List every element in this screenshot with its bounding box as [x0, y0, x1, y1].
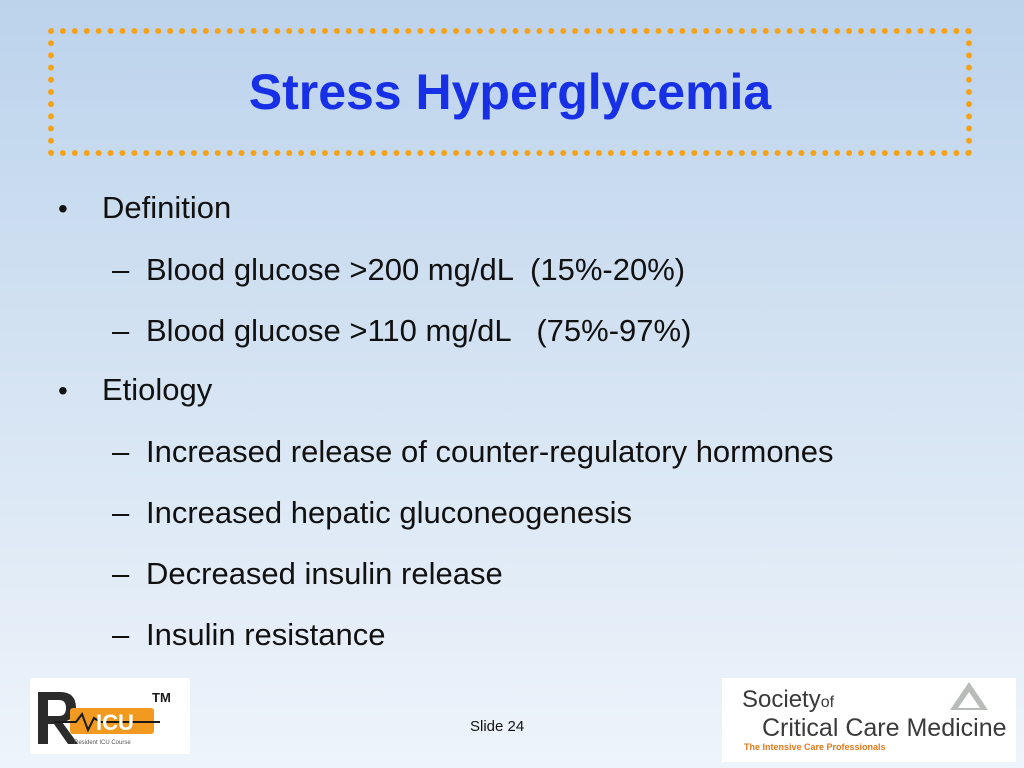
title-frame: Stress Hyperglycemia: [48, 28, 972, 156]
sccm-logo-of: of: [820, 694, 835, 711]
slide-footer: ICU TM Resident ICU Course Slide 24 Soci…: [0, 668, 1024, 768]
sccm-logo-line1: Societyof: [742, 686, 834, 714]
ricu-logo-text: ICU: [96, 710, 134, 735]
dash-marker: –: [112, 495, 130, 530]
ricu-logo-icon: ICU TM Resident ICU Course: [38, 690, 171, 746]
bullet-text: Etiology: [102, 372, 213, 407]
bullet-marker: •: [58, 193, 68, 224]
sccm-logo: Societyof Critical Care Medicine The Int…: [722, 678, 1016, 762]
sub-bullet-item: – Decreased insulin release: [56, 544, 986, 605]
ricu-logo-tagline: Resident ICU Course: [74, 740, 131, 746]
dash-marker: –: [112, 313, 130, 348]
sub-bullet-text: Blood glucose >110 mg/dL (75%-97%): [146, 313, 692, 348]
bullet-marker: •: [58, 375, 68, 406]
sccm-logo-line2: Critical Care Medicine: [762, 714, 1007, 742]
slide-title: Stress Hyperglycemia: [248, 64, 772, 120]
sccm-logo-tagline: The Intensive Care Professionals: [744, 742, 886, 752]
ricu-logo: ICU TM Resident ICU Course: [30, 678, 190, 754]
sub-bullet-item: – Increased hepatic gluconeogenesis: [56, 483, 986, 544]
sub-bullet-text: Increased release of counter-regulatory …: [146, 434, 834, 469]
ricu-logo-tm: TM: [152, 690, 171, 705]
sub-bullet-item: – Insulin resistance: [56, 605, 986, 666]
sub-bullet-item: – Blood glucose >110 mg/dL (75%-97%): [56, 301, 986, 362]
bullet-text: Definition: [102, 190, 232, 225]
sub-bullet-item: – Blood glucose >200 mg/dL (15%-20%): [56, 240, 986, 301]
dash-marker: –: [112, 617, 130, 652]
sub-bullet-item: – Increased release of counter-regulator…: [56, 422, 986, 483]
sub-bullet-text: Increased hepatic gluconeogenesis: [146, 495, 633, 530]
sub-bullet-text: Decreased insulin release: [146, 556, 503, 591]
dash-marker: –: [112, 252, 130, 287]
slide-number: Slide 24: [470, 718, 525, 735]
dash-marker: –: [112, 556, 130, 591]
bullet-item: • Etiology: [56, 362, 986, 422]
sub-bullet-text: Insulin resistance: [146, 617, 386, 652]
sub-bullet-text: Blood glucose >200 mg/dL (15%-20%): [146, 252, 686, 287]
sccm-triangle-icon: [950, 682, 988, 710]
bullet-list: • Definition – Blood glucose >200 mg/dL …: [56, 180, 986, 666]
sccm-logo-society: Society: [742, 686, 821, 713]
bullet-item: • Definition: [56, 180, 986, 240]
dash-marker: –: [112, 434, 130, 469]
